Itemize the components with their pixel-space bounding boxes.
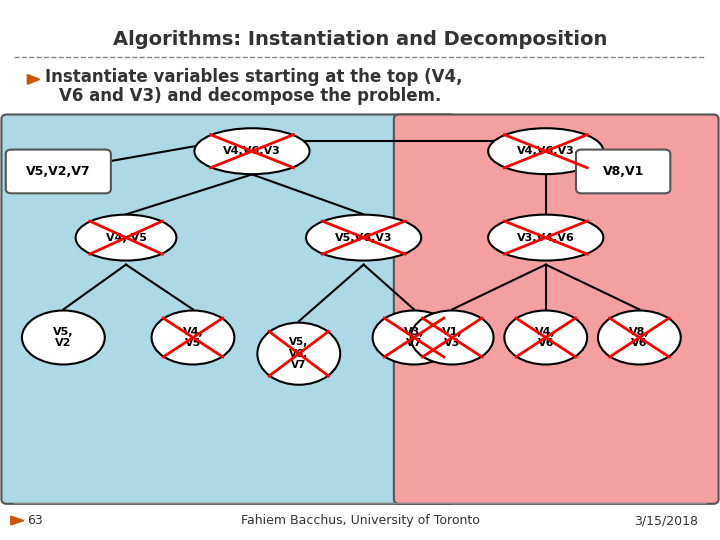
Ellipse shape xyxy=(152,310,235,365)
Text: V5,V6,V3: V5,V6,V3 xyxy=(335,233,392,242)
Ellipse shape xyxy=(306,214,421,260)
Text: Instantiate variables starting at the top (V4,: Instantiate variables starting at the to… xyxy=(45,68,462,86)
Text: V4,V6,V3: V4,V6,V3 xyxy=(517,146,575,156)
Ellipse shape xyxy=(488,214,603,260)
FancyBboxPatch shape xyxy=(6,150,111,193)
Ellipse shape xyxy=(258,322,340,384)
Ellipse shape xyxy=(76,214,176,260)
Polygon shape xyxy=(11,516,24,525)
Text: V1,
V3: V1, V3 xyxy=(442,327,462,348)
Text: V4,V6,V3: V4,V6,V3 xyxy=(223,146,281,156)
Text: 3/15/2018: 3/15/2018 xyxy=(634,514,698,527)
Ellipse shape xyxy=(598,310,681,365)
FancyBboxPatch shape xyxy=(1,114,456,504)
Text: V4, V5: V4, V5 xyxy=(106,233,146,242)
Text: Algorithms: Instantiation and Decomposition: Algorithms: Instantiation and Decomposit… xyxy=(113,30,607,49)
FancyBboxPatch shape xyxy=(576,150,670,193)
Text: V5,
V6,
V7: V5, V6, V7 xyxy=(289,337,308,370)
Ellipse shape xyxy=(410,310,494,365)
Text: V8,
V6: V8, V6 xyxy=(629,327,649,348)
Text: Fahiem Bacchus, University of Toronto: Fahiem Bacchus, University of Toronto xyxy=(240,514,480,527)
Text: V3,V4,V6: V3,V4,V6 xyxy=(517,233,575,242)
Ellipse shape xyxy=(504,310,588,365)
Ellipse shape xyxy=(372,310,455,365)
Text: 63: 63 xyxy=(27,514,42,527)
Ellipse shape xyxy=(194,128,310,174)
Text: V6 and V3) and decompose the problem.: V6 and V3) and decompose the problem. xyxy=(59,87,441,105)
Text: V5,
V2: V5, V2 xyxy=(53,327,73,348)
Ellipse shape xyxy=(22,310,105,365)
Text: V5,V2,V7: V5,V2,V7 xyxy=(26,165,91,178)
Text: V4,
V6: V4, V6 xyxy=(536,327,556,348)
Text: V8,V1: V8,V1 xyxy=(603,165,644,178)
Text: V3,
V7: V3, V7 xyxy=(404,327,424,348)
Text: V4,
V5: V4, V5 xyxy=(183,327,203,348)
FancyBboxPatch shape xyxy=(394,114,719,504)
Polygon shape xyxy=(27,75,40,84)
Ellipse shape xyxy=(488,128,603,174)
